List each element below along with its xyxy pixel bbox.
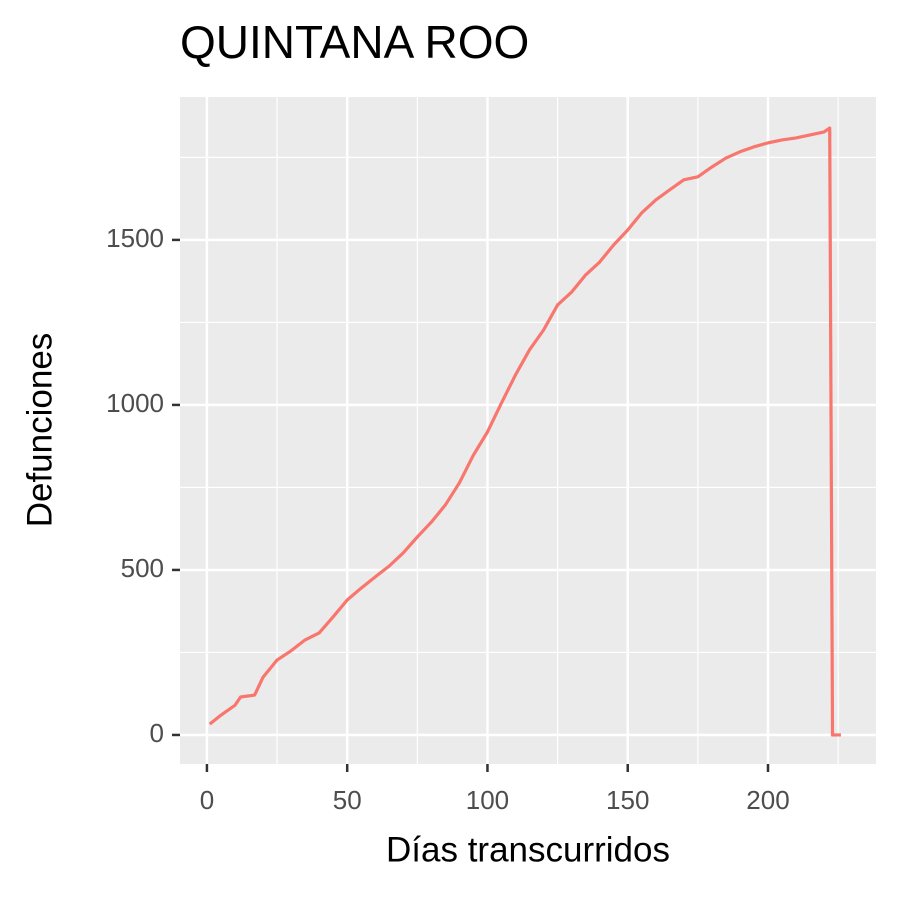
y-tick-label: 1500 <box>106 223 164 253</box>
line <box>208 126 841 737</box>
x-tick-label: 150 <box>606 785 649 815</box>
panel <box>180 97 876 764</box>
x-tick-label: 200 <box>746 785 789 815</box>
y-tick-label: 1000 <box>106 388 164 418</box>
x-tick-label: 50 <box>333 785 362 815</box>
x-tick-label: 0 <box>200 785 214 815</box>
x-axis-title: Días transcurridos <box>386 830 670 869</box>
x-tick-label: 100 <box>466 785 509 815</box>
y-tick-label: 0 <box>150 718 164 748</box>
y-tick-label: 500 <box>121 553 164 583</box>
chart-title: QUINTANA ROO <box>180 16 529 68</box>
y-axis-title: Defunciones <box>20 333 59 528</box>
